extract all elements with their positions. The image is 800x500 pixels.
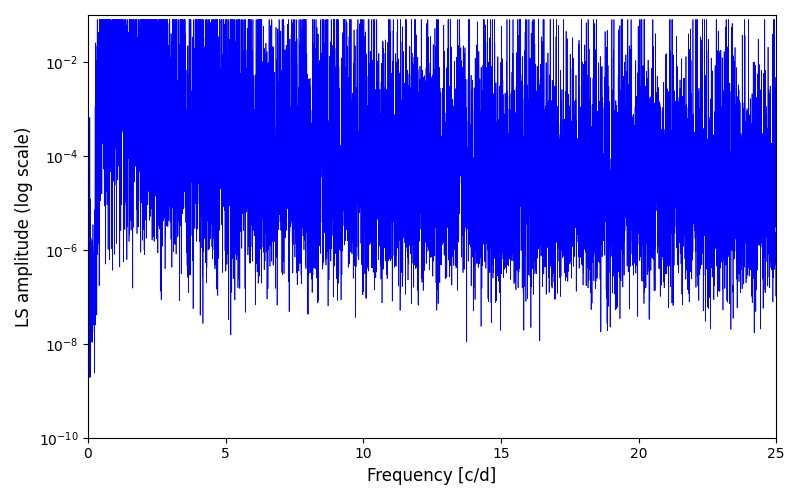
X-axis label: Frequency [c/d]: Frequency [c/d] (367, 467, 497, 485)
Y-axis label: LS amplitude (log scale): LS amplitude (log scale) (15, 126, 33, 326)
